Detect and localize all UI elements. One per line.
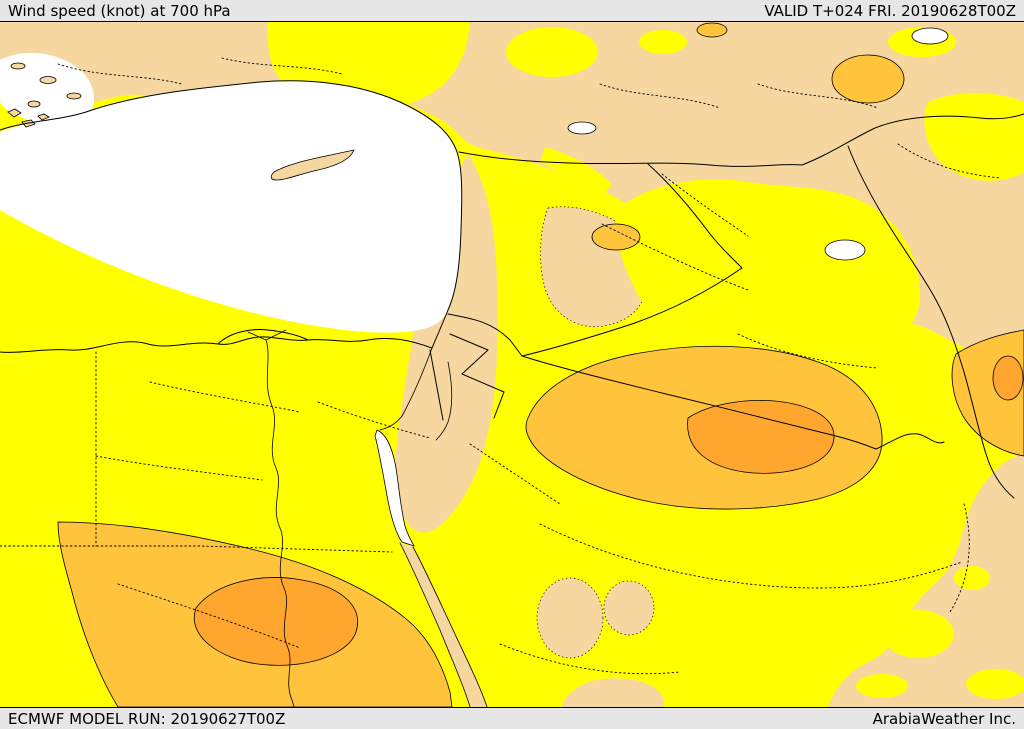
aegean-calm-area <box>0 52 94 126</box>
north-africa-coastline <box>0 336 433 353</box>
syria-small-orange-blob <box>591 223 641 251</box>
iraq-saudi-border <box>521 355 877 450</box>
turkey-levant-coastline <box>0 80 463 349</box>
southeast-yellow-blob-2 <box>954 566 990 590</box>
south-admin-line <box>499 643 681 675</box>
red-sea-water <box>374 429 415 547</box>
aegean-island-1 <box>10 62 26 70</box>
dotted-admin-boundaries <box>0 57 1001 675</box>
central-turkey-yellow-blob <box>506 27 598 77</box>
egypt-admin-line-3 <box>149 381 301 413</box>
turkey-lake <box>567 121 597 135</box>
east-turkey-yellow-blob <box>639 30 687 54</box>
right-edge-orange-core <box>992 355 1024 401</box>
northeast-calm-spot <box>911 27 949 45</box>
mediterranean-calm-area <box>0 80 462 333</box>
syria-iraq-border <box>647 163 743 269</box>
calm-wind-regions <box>0 52 462 333</box>
aegean-island-4 <box>27 100 41 108</box>
egypt-admin-line-1 <box>95 455 263 481</box>
sinai-admin-line <box>317 401 431 439</box>
header-bar: Wind speed (knot) at 700 hPa VALID T+024… <box>0 0 1024 22</box>
southeast-yellow-blob-4 <box>966 669 1024 699</box>
map-area <box>0 22 1024 707</box>
model-run-label: ECMWF MODEL RUN: 20190627T00Z <box>8 709 286 728</box>
lakes-and-calm-spots <box>374 27 949 547</box>
saudi-orange-core <box>687 400 835 474</box>
brand-label: ArabiaWeather Inc. <box>872 709 1016 728</box>
gulf-of-suez-coastline <box>379 347 433 431</box>
coastlines <box>0 80 488 707</box>
northeast-turkey-orange-blob <box>831 54 905 104</box>
iraq-admin-line-2 <box>737 333 879 369</box>
saudi-admin-line-1 <box>539 523 963 589</box>
right-edge-tan-region <box>828 454 1024 707</box>
wind-speed-map <box>0 22 1024 707</box>
aegean-island-3 <box>66 92 82 100</box>
turkey-syria-border <box>458 113 1024 167</box>
strong-orange-cores <box>193 355 1024 666</box>
red-sea-coastal-tan-band <box>400 543 487 707</box>
jordan-saudi-border <box>449 333 505 419</box>
egypt-sudan-border <box>0 545 393 553</box>
levant-sinai-tan-strip <box>395 154 498 533</box>
northwest-iran-yellow-area <box>924 92 1024 181</box>
turkey-admin-line-1 <box>57 63 183 85</box>
southeast-yellow-blob-3 <box>856 674 908 698</box>
turkey-admin-line-3 <box>599 83 721 109</box>
north-syria-yellow-corridor <box>540 147 612 200</box>
iraq-west-border <box>521 267 743 357</box>
iraq-calm-spot <box>824 239 866 261</box>
top-small-orange-blob <box>696 22 728 38</box>
turkey-admin-line-4 <box>757 83 879 109</box>
syria-admin-line <box>601 223 749 291</box>
egypt-admin-line-2 <box>117 583 301 649</box>
south-center-tan-blob-2 <box>603 580 655 636</box>
gulf-of-aqaba-coastline <box>435 361 453 441</box>
nile-delta-coastline <box>217 329 309 345</box>
bottom-center-tan-blob <box>562 678 665 707</box>
valid-time-label: VALID T+024 FRI. 20190628T00Z <box>764 1 1016 20</box>
map-title: Wind speed (knot) at 700 hPa <box>8 1 231 20</box>
red-sea-east-coastline <box>412 546 488 707</box>
saudi-admin-line-2 <box>469 443 561 505</box>
yellow-wind-overlays <box>267 22 1024 699</box>
iraq-iran-border <box>847 145 1015 499</box>
southeast-yellow-blob-1 <box>882 610 954 658</box>
turkey-admin-line-2 <box>221 57 343 75</box>
central-iraq-yellow-area <box>616 179 921 357</box>
egypt-israel-border <box>429 349 444 421</box>
kuwait-border <box>875 433 945 450</box>
red-sea-west-coastline <box>399 542 471 707</box>
rivers <box>247 329 295 707</box>
country-borders <box>429 113 1024 499</box>
cyprus-island <box>270 149 355 181</box>
nile-river <box>265 339 295 707</box>
aegean-island-7 <box>37 113 50 121</box>
northeast-admin-line <box>897 143 1001 179</box>
egypt-orange-core <box>193 577 358 666</box>
jordan-north-border <box>447 313 523 357</box>
aegean-island-2 <box>39 76 57 84</box>
island-shapes <box>7 62 355 181</box>
south-center-tan-blob-1 <box>536 577 604 659</box>
nile-delta-branches <box>247 329 287 341</box>
aegean-island-5 <box>7 108 22 118</box>
footer-bar: ECMWF MODEL RUN: 20190627T00Z ArabiaWeat… <box>0 707 1024 729</box>
